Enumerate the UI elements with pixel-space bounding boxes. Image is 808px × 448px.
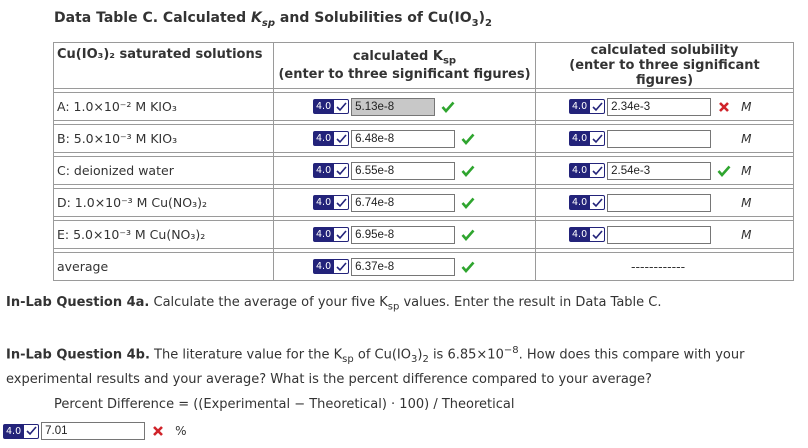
solubility-cell: 4.0 2.34e-3 M [535, 92, 794, 121]
points-badge: 4.0 [569, 227, 606, 242]
question-4b-line2: experimental results and your average? W… [6, 372, 652, 387]
solubility-input[interactable] [607, 193, 712, 212]
solubility-cell: 4.0 M [535, 124, 794, 153]
solution-label: average [53, 252, 274, 281]
correct-check-icon [459, 226, 477, 244]
ksp-cell: 4.0 6.48e-8 [273, 124, 536, 153]
solubility-cell: 4.0 M [535, 188, 794, 217]
solubility-cell: ------------ [535, 252, 794, 281]
solution-label: E: 5.0×10⁻³ M Cu(NO₃)₂ [53, 220, 274, 249]
ksp-input[interactable]: 6.48e-8 [351, 129, 456, 148]
percent-unit: % [175, 424, 187, 438]
empty-dashes: ------------ [631, 259, 686, 274]
solubility-cell: 4.0 2.54e-3 M [535, 156, 794, 185]
correct-check-icon [439, 98, 457, 116]
solubility-input[interactable]: 2.54e-3 [607, 161, 712, 180]
correct-check-icon [715, 162, 733, 180]
correct-check-icon [459, 194, 477, 212]
solubility-input[interactable]: 2.34e-3 [607, 97, 712, 116]
solution-label: C: deionized water [53, 156, 274, 185]
incorrect-x-icon [715, 98, 733, 116]
solution-label: B: 5.0×10⁻³ M KIO₃ [53, 124, 274, 153]
points-badge: 4.0 [313, 131, 350, 146]
question-4a: In-Lab Question 4a. Calculate the averag… [6, 295, 662, 313]
table-row: E: 5.0×10⁻³ M Cu(NO₃)₂ 4.0 6.95e-8 4.0 M [53, 220, 794, 249]
solubility-cell: 4.0 M [535, 220, 794, 249]
points-badge: 4.0 [313, 259, 350, 274]
points-badge: 4.0 [569, 163, 606, 178]
points-badge: 4.0 [569, 195, 606, 210]
correct-check-icon [459, 162, 477, 180]
ksp-cell: 4.0 6.55e-8 [273, 156, 536, 185]
correct-check-icon [459, 130, 477, 148]
molar-unit: M [741, 99, 752, 114]
ksp-cell: 4.0 6.74e-8 [273, 188, 536, 217]
molar-unit: M [741, 195, 752, 210]
incorrect-x-icon [149, 422, 167, 440]
molar-unit: M [741, 131, 752, 146]
points-badge: 4.0 [569, 99, 606, 114]
points-badge: 4.0 [313, 227, 350, 242]
percent-difference-formula: Percent Difference = ((Experimental − Th… [54, 397, 515, 412]
ksp-input[interactable]: 6.55e-8 [351, 161, 456, 180]
correct-check-icon [459, 258, 477, 276]
table-row: A: 1.0×10⁻² M KIO₃ 4.0 5.13e-8 4.0 2.34e… [53, 92, 794, 121]
header-solubility: calculated solubility (enter to three si… [535, 42, 794, 89]
solubility-input[interactable] [607, 225, 712, 244]
ksp-input[interactable]: 5.13e-8 [351, 97, 436, 116]
ksp-input[interactable]: 6.95e-8 [351, 225, 456, 244]
header-ksp: calculated Ksp (enter to three significa… [273, 42, 536, 89]
points-badge: 4.0 [313, 99, 350, 114]
solution-label: A: 1.0×10⁻² M KIO₃ [53, 92, 274, 121]
solution-label: D: 1.0×10⁻³ M Cu(NO₃)₂ [53, 188, 274, 217]
points-badge: 4.0 [313, 163, 350, 178]
answer-row: 4.0 7.01 % [3, 422, 187, 440]
ksp-input[interactable]: 6.74e-8 [351, 193, 456, 212]
data-table-c: Cu(IO₃)₂ saturated solutions calculated … [53, 42, 794, 281]
table-row: average 4.0 6.37e-8 ------------ [53, 252, 794, 281]
points-badge: 4.0 [3, 423, 40, 439]
molar-unit: M [741, 163, 752, 178]
points-badge: 4.0 [569, 131, 606, 146]
table-row: C: deionized water 4.0 6.55e-8 4.0 2.54e… [53, 156, 794, 185]
ksp-cell: 4.0 6.37e-8 [273, 252, 536, 281]
question-4b: In-Lab Question 4b. The literature value… [6, 345, 745, 365]
table-row: D: 1.0×10⁻³ M Cu(NO₃)₂ 4.0 6.74e-8 4.0 M [53, 188, 794, 217]
table-row: B: 5.0×10⁻³ M KIO₃ 4.0 6.48e-8 4.0 M [53, 124, 794, 153]
ksp-cell: 4.0 5.13e-8 [273, 92, 536, 121]
percent-difference-input[interactable]: 7.01 [41, 422, 146, 440]
points-badge: 4.0 [313, 195, 350, 210]
ksp-input[interactable]: 6.37e-8 [351, 257, 456, 276]
header-solutions: Cu(IO₃)₂ saturated solutions [53, 42, 274, 89]
molar-unit: M [741, 227, 752, 242]
ksp-cell: 4.0 6.95e-8 [273, 220, 536, 249]
page-title: Data Table C. Calculated Ksp and Solubil… [54, 10, 492, 29]
solubility-input[interactable] [607, 129, 712, 148]
